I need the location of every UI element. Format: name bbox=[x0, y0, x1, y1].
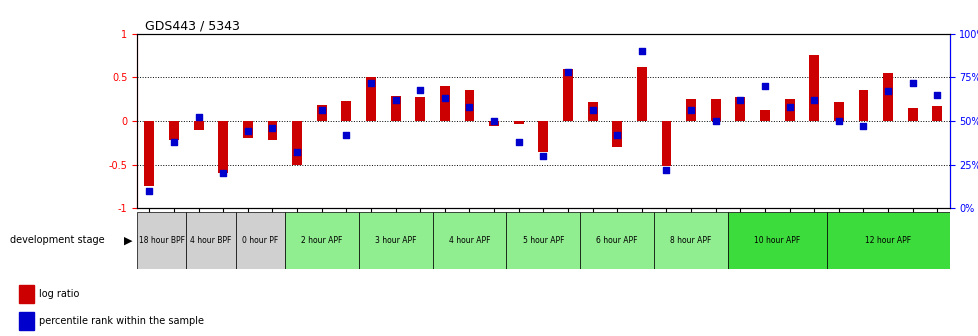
Text: 12 hour APF: 12 hour APF bbox=[865, 236, 911, 245]
Bar bbox=[587, 102, 597, 121]
Bar bbox=[20, 285, 33, 303]
Bar bbox=[783, 99, 794, 121]
Text: 2 hour APF: 2 hour APF bbox=[301, 236, 342, 245]
Bar bbox=[291, 121, 302, 165]
Bar bbox=[489, 121, 499, 126]
Point bbox=[928, 92, 944, 97]
Point bbox=[559, 69, 575, 75]
Bar bbox=[390, 96, 400, 121]
Point bbox=[314, 108, 330, 113]
Bar bbox=[710, 99, 720, 121]
Point bbox=[781, 104, 797, 110]
Text: development stage: development stage bbox=[10, 235, 105, 245]
Text: 0 hour PF: 0 hour PF bbox=[242, 236, 278, 245]
Bar bbox=[833, 102, 843, 121]
Point bbox=[511, 139, 526, 144]
Bar bbox=[267, 121, 277, 140]
Point bbox=[387, 97, 403, 103]
Point bbox=[904, 80, 919, 85]
FancyBboxPatch shape bbox=[728, 212, 825, 269]
Text: percentile rank within the sample: percentile rank within the sample bbox=[38, 316, 203, 326]
Point bbox=[634, 48, 649, 54]
Text: 10 hour APF: 10 hour APF bbox=[753, 236, 800, 245]
Bar bbox=[415, 97, 424, 121]
Text: 8 hour APF: 8 hour APF bbox=[670, 236, 711, 245]
Bar bbox=[759, 111, 769, 121]
Point bbox=[732, 97, 747, 103]
Point bbox=[166, 139, 182, 144]
Point bbox=[486, 118, 502, 124]
Bar bbox=[20, 312, 33, 330]
Text: 18 hour BPF: 18 hour BPF bbox=[139, 236, 185, 245]
Point bbox=[412, 87, 427, 92]
Bar bbox=[194, 121, 203, 130]
Point bbox=[338, 132, 354, 138]
Point bbox=[462, 104, 477, 110]
FancyBboxPatch shape bbox=[186, 212, 236, 269]
Point bbox=[683, 108, 698, 113]
Bar bbox=[218, 121, 228, 173]
Point bbox=[215, 171, 231, 176]
Point bbox=[756, 83, 772, 89]
Bar bbox=[882, 73, 892, 121]
Point bbox=[584, 108, 600, 113]
FancyBboxPatch shape bbox=[580, 212, 653, 269]
FancyBboxPatch shape bbox=[358, 212, 432, 269]
Bar bbox=[661, 121, 671, 166]
FancyBboxPatch shape bbox=[432, 212, 506, 269]
Point bbox=[191, 115, 206, 120]
Bar bbox=[145, 121, 155, 186]
Bar bbox=[858, 90, 867, 121]
Bar bbox=[513, 121, 523, 124]
FancyBboxPatch shape bbox=[236, 212, 285, 269]
Text: log ratio: log ratio bbox=[38, 289, 79, 299]
Bar bbox=[562, 69, 572, 121]
FancyBboxPatch shape bbox=[137, 212, 186, 269]
Point bbox=[855, 124, 870, 129]
Point bbox=[363, 80, 378, 85]
Bar bbox=[538, 121, 548, 152]
Bar bbox=[809, 55, 819, 121]
Point bbox=[879, 89, 895, 94]
Point bbox=[436, 95, 452, 101]
Point bbox=[264, 125, 280, 131]
Text: 5 hour APF: 5 hour APF bbox=[522, 236, 563, 245]
Text: GDS443 / 5343: GDS443 / 5343 bbox=[145, 19, 240, 33]
Bar bbox=[366, 77, 376, 121]
FancyBboxPatch shape bbox=[825, 212, 949, 269]
Point bbox=[806, 97, 822, 103]
Text: 3 hour APF: 3 hour APF bbox=[375, 236, 416, 245]
Text: 6 hour APF: 6 hour APF bbox=[596, 236, 638, 245]
Bar bbox=[734, 97, 744, 121]
Bar bbox=[611, 121, 621, 147]
Point bbox=[658, 167, 674, 173]
Point bbox=[830, 118, 846, 124]
Text: 4 hour APF: 4 hour APF bbox=[448, 236, 490, 245]
Bar bbox=[907, 108, 916, 121]
Bar bbox=[931, 106, 941, 121]
Bar bbox=[439, 86, 449, 121]
Bar bbox=[341, 101, 351, 121]
FancyBboxPatch shape bbox=[653, 212, 728, 269]
Point bbox=[707, 118, 723, 124]
FancyBboxPatch shape bbox=[506, 212, 580, 269]
Text: 4 hour BPF: 4 hour BPF bbox=[190, 236, 232, 245]
Bar bbox=[686, 99, 695, 121]
Bar bbox=[317, 105, 327, 121]
Bar bbox=[637, 67, 646, 121]
Point bbox=[240, 129, 255, 134]
Point bbox=[608, 132, 624, 138]
Point bbox=[535, 153, 551, 159]
Point bbox=[289, 150, 304, 155]
Bar bbox=[243, 121, 252, 138]
Point bbox=[142, 188, 157, 194]
FancyBboxPatch shape bbox=[285, 212, 358, 269]
Bar bbox=[169, 121, 179, 140]
Text: ▶: ▶ bbox=[123, 235, 132, 245]
Bar bbox=[465, 90, 474, 121]
